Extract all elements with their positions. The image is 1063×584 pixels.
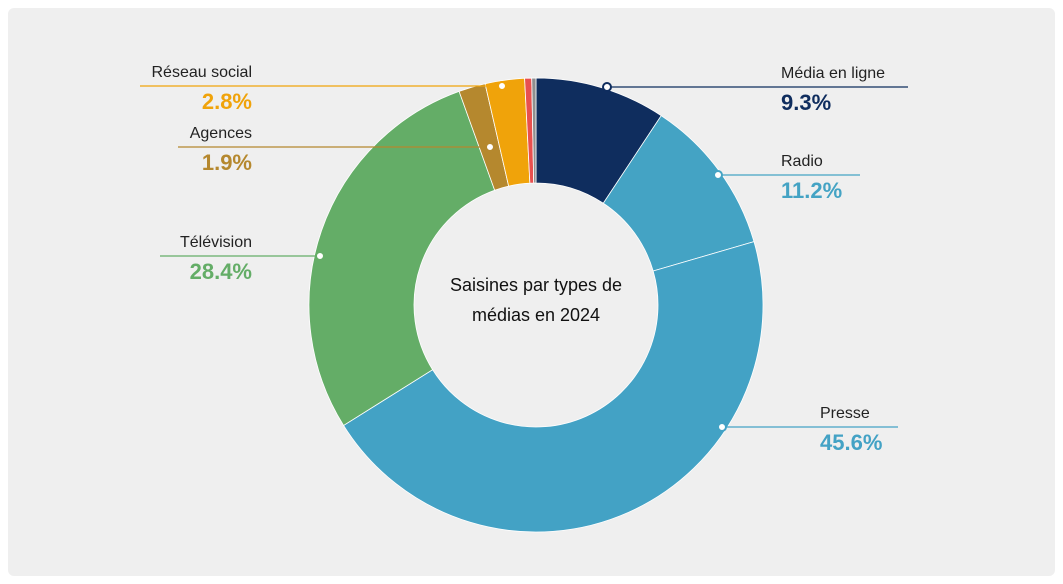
leader-dot — [717, 422, 727, 432]
leader-dot — [602, 82, 612, 92]
chart-title: Saisines par types de médias en 2024 — [449, 275, 623, 325]
value-label: 11.2% — [781, 178, 842, 203]
value-label: 9.3% — [781, 90, 831, 115]
slice-label: Radio — [781, 153, 823, 170]
value-label: 45.6% — [820, 430, 882, 455]
leader-dot — [485, 142, 495, 152]
slice-label: Média en ligne — [781, 65, 885, 82]
donut-slice — [531, 77, 537, 184]
slice-label: Presse — [820, 405, 870, 422]
leader-dot — [713, 170, 723, 180]
donut-slice — [343, 241, 764, 533]
donut-slice — [308, 90, 496, 426]
value-label: 1.9% — [202, 150, 252, 175]
value-label: 28.4% — [190, 259, 252, 284]
leader-dot — [497, 81, 507, 91]
leader-dot — [315, 251, 325, 261]
slice-label: Télévision — [180, 234, 252, 251]
value-label: 2.8% — [202, 89, 252, 114]
slice-label: Agences — [190, 125, 252, 142]
slice-label: Réseau social — [152, 64, 253, 81]
